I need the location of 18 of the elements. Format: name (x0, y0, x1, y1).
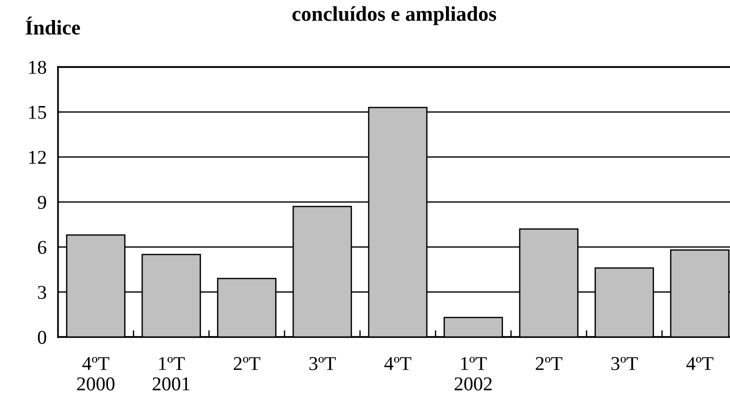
x-tick-label: 1ºT 2001 (152, 357, 190, 390)
y-tick-label: 3 (38, 286, 46, 299)
chart-title: concluídos e ampliados (292, 6, 496, 26)
x-tick-label: 2ºT (234, 357, 260, 370)
y-axis-title: Índice (26, 16, 80, 35)
y-tick-label: 0 (38, 330, 46, 344)
x-tick-label: 4ºT (686, 357, 714, 370)
x-tick-label: 4ºT (384, 357, 412, 370)
y-tick-label: 15 (29, 106, 46, 119)
x-tick-label: 3ºT (309, 357, 336, 370)
y-tick-label: 18 (29, 60, 46, 74)
x-tick-label: 3ºT (611, 357, 638, 370)
y-tick-label: 9 (38, 196, 46, 209)
y-tick-label: 6 (38, 240, 46, 254)
y-tick-label: 12 (29, 150, 46, 164)
x-tick-label: 4ºT 2000 (77, 357, 114, 390)
x-tick-label: 2ºT (536, 357, 562, 370)
x-tick-label: 1ºT 2002 (454, 357, 492, 390)
